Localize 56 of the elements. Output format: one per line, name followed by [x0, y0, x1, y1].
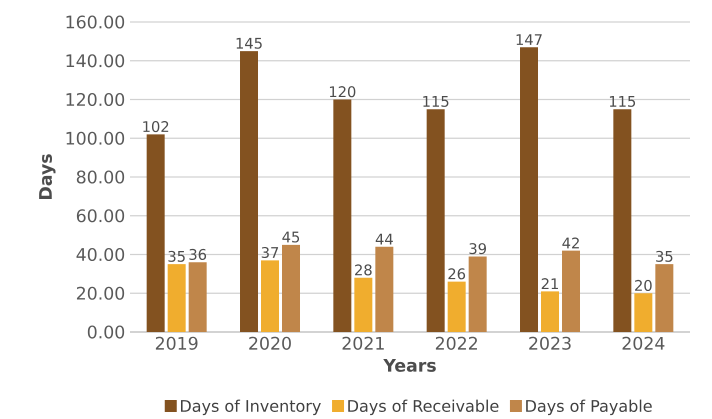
bar: [168, 264, 186, 332]
data-label: 120: [330, 86, 356, 98]
legend-label: Days of Inventory: [180, 400, 321, 416]
x-tick-label: 2024: [622, 336, 664, 350]
y-tick-label: 40.00: [76, 248, 124, 262]
y-tick-label: 120.00: [66, 92, 124, 106]
bar: [375, 246, 394, 332]
y-tick-label: 60.00: [76, 209, 124, 222]
y-tick-label: 140.00: [66, 54, 124, 68]
legend-label: Days of Payable: [526, 400, 652, 416]
bar: [426, 109, 445, 332]
y-tick-label: 80.00: [76, 170, 124, 184]
data-label: 35: [168, 250, 185, 262]
bar: [448, 282, 466, 332]
bar: [562, 250, 580, 332]
data-label: 20: [635, 280, 652, 291]
data-label: 102: [143, 121, 168, 132]
data-label: 115: [610, 96, 636, 107]
data-label: 37: [262, 246, 278, 258]
x-axis-title: Years: [383, 358, 436, 372]
y-axis-title: Days: [39, 154, 56, 199]
y-tick-label: 100.00: [66, 132, 124, 145]
bar: [282, 244, 300, 332]
x-tick-label: 2023: [529, 336, 571, 350]
data-label: 147: [516, 34, 542, 45]
data-label: 44: [376, 234, 393, 244]
bar: [655, 264, 674, 332]
bar: [613, 109, 632, 332]
y-tick-label: 160.00: [66, 15, 124, 29]
data-label: 39: [469, 243, 486, 254]
data-label: 45: [282, 232, 300, 243]
x-tick-label: 2019: [156, 336, 198, 350]
bar: [541, 291, 560, 332]
bar: [261, 260, 280, 332]
legend-label: Days of Receivable: [348, 400, 498, 416]
bar: [468, 256, 487, 332]
y-tick-label: 20.00: [76, 286, 124, 300]
bar: [146, 134, 165, 332]
data-label: 26: [448, 268, 466, 280]
bar: [520, 47, 538, 332]
data-label: 21: [542, 278, 558, 290]
bar: [188, 262, 207, 332]
x-tick-label: 2021: [342, 336, 384, 350]
data-label: 36: [189, 248, 206, 260]
y-tick-label: 0.00: [88, 325, 124, 339]
bar: [354, 278, 372, 332]
data-label: 35: [656, 250, 672, 262]
data-label: 145: [236, 38, 262, 49]
data-label: 42: [562, 237, 579, 248]
bar: [333, 100, 352, 332]
bar: [634, 293, 652, 332]
x-tick-label: 2022: [436, 336, 477, 350]
data-label: 115: [423, 96, 448, 107]
data-label: 28: [355, 264, 372, 276]
x-tick-label: 2020: [249, 336, 291, 350]
bar: [240, 51, 258, 332]
